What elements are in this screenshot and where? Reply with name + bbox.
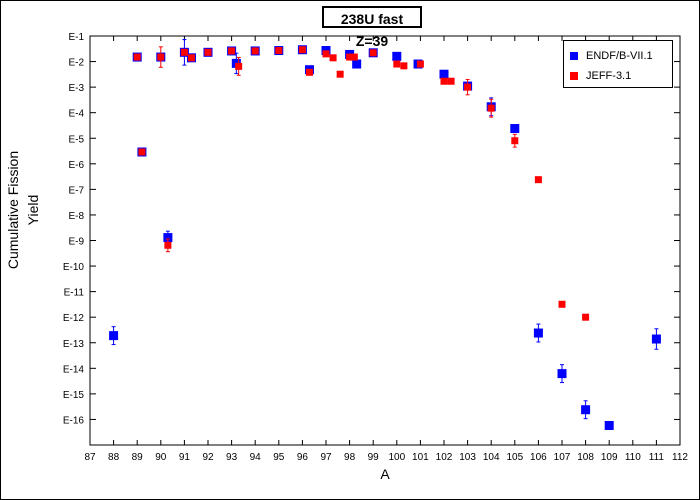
data-point <box>558 300 566 308</box>
data-point <box>464 83 472 91</box>
data-point <box>416 60 424 68</box>
data-point <box>298 46 306 54</box>
data-point <box>369 49 377 57</box>
data-point <box>275 47 283 55</box>
data-point <box>133 53 141 61</box>
y-tick-label: E-14 <box>63 364 85 375</box>
data-point <box>487 104 495 112</box>
data-point <box>228 47 236 55</box>
x-axis-label: A <box>380 466 390 482</box>
x-tick-label: 91 <box>179 452 191 463</box>
data-point <box>352 59 362 69</box>
data-point <box>164 241 172 249</box>
y-tick-label: E-7 <box>68 185 84 196</box>
legend-label-jeff: JEFF-3.1 <box>586 70 632 82</box>
data-point <box>187 54 195 62</box>
y-axis-label: Cumulative Fission Yield <box>5 150 41 270</box>
data-point <box>346 53 354 61</box>
x-tick-label: 110 <box>625 452 641 463</box>
x-tick-label: 98 <box>344 452 356 463</box>
x-tick-label: 96 <box>297 452 309 463</box>
x-tick-label: 106 <box>530 452 547 463</box>
y-tick-label: E-9 <box>68 237 84 248</box>
chart-title: 238U fast Z=39 <box>322 6 422 49</box>
data-point <box>400 62 408 70</box>
y-tick-label: E-4 <box>68 109 84 120</box>
y-tick-label: E-13 <box>63 339 85 350</box>
data-point <box>305 68 313 76</box>
x-tick-label: 111 <box>649 452 665 463</box>
data-point <box>582 313 590 321</box>
x-tick-label: 108 <box>577 452 594 463</box>
y-tick-label: E-15 <box>63 390 85 401</box>
x-tick-label: 90 <box>155 452 167 463</box>
data-marks <box>109 39 661 430</box>
data-point <box>180 48 188 56</box>
x-tick-label: 112 <box>672 452 688 463</box>
x-tick-label: 103 <box>459 452 476 463</box>
x-tick-label: 107 <box>554 452 571 463</box>
y-tick-label: E-1 <box>68 32 84 43</box>
series-jeff <box>133 46 590 321</box>
y-tick-label: E-12 <box>63 313 85 324</box>
data-point <box>336 70 344 78</box>
data-point <box>163 233 173 243</box>
x-tick-label: 94 <box>250 452 262 463</box>
data-point <box>204 48 212 56</box>
data-point <box>439 69 449 79</box>
y-tick-label: E-5 <box>68 134 84 145</box>
x-tick-label: 93 <box>226 452 238 463</box>
data-point <box>511 137 519 145</box>
y-tick-label: E-10 <box>63 262 85 273</box>
data-point <box>393 60 401 68</box>
y-tick-label: E-3 <box>68 83 84 94</box>
legend-label-endf: ENDF/B-VII.1 <box>586 50 653 62</box>
x-tick-label: 109 <box>601 452 618 463</box>
data-point <box>510 124 520 134</box>
x-tick-label: 89 <box>132 452 144 463</box>
y-tick-label: E-16 <box>63 415 85 426</box>
data-point <box>322 50 330 58</box>
data-point <box>557 369 567 379</box>
x-tick-label: 99 <box>368 452 380 463</box>
x-tick-label: 97 <box>320 452 332 463</box>
x-tick-label: 92 <box>202 452 214 463</box>
data-point <box>251 47 259 55</box>
x-tick-label: 100 <box>388 452 405 463</box>
data-point <box>157 53 165 61</box>
data-point <box>235 62 243 70</box>
y-tick-label: E-8 <box>68 211 84 222</box>
data-point <box>329 54 337 62</box>
data-point <box>109 331 119 341</box>
data-point <box>392 51 402 61</box>
x-tick-label: 104 <box>483 452 500 463</box>
data-point <box>604 420 614 430</box>
legend-swatch-jeff <box>570 72 578 81</box>
legend-entry-jeff: JEFF-3.1 <box>570 69 631 83</box>
y-tick-label: E-2 <box>68 58 84 69</box>
legend-swatch-endf <box>570 52 578 61</box>
axes: 87 88 89 90 91 92 93 94 95 96 97 98 99 100 101 102 103 10… <box>63 32 689 463</box>
legend-entry-endf: ENDF/B-VII.1 <box>570 49 653 63</box>
y-tick-label: E-6 <box>68 160 84 171</box>
data-point <box>534 176 542 184</box>
data-point <box>651 334 661 344</box>
data-point <box>350 53 358 61</box>
data-point <box>138 148 146 156</box>
x-tick-label: 105 <box>506 452 523 463</box>
data-point <box>440 77 448 85</box>
y-tick-label: E-11 <box>64 288 85 299</box>
data-point <box>447 77 455 85</box>
x-tick-label: 95 <box>273 452 285 463</box>
x-tick-label: 102 <box>436 452 453 463</box>
x-tick-label: 87 <box>84 452 96 463</box>
data-point <box>533 328 543 338</box>
data-point <box>581 405 591 415</box>
legend: ENDF/B-VII.1 JEFF-3.1 <box>563 40 673 88</box>
x-tick-label: 88 <box>108 452 120 463</box>
series-endf <box>109 39 661 430</box>
plot-area-border <box>89 35 681 446</box>
x-tick-label: 101 <box>412 452 429 463</box>
